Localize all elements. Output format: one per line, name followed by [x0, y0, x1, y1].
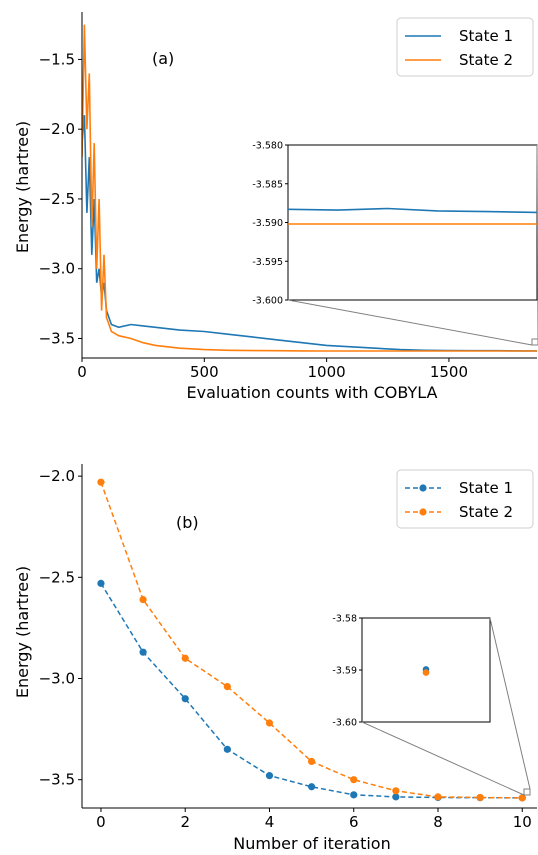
- panel-b-y-tick-label: −2.0: [39, 467, 75, 485]
- panel-a-zoom-line-bottom: [287, 299, 533, 346]
- panel-a-legend-frame: [396, 17, 534, 77]
- panel-b-zoom-line-top: [489, 617, 531, 790]
- panel-b-series-2-point: [308, 757, 316, 766]
- panel-a-inset-series-1-line: [287, 207, 538, 214]
- panel-b-series-1-point: [265, 772, 274, 780]
- panel-a-inset-y-tick-label: -3.600: [252, 296, 283, 307]
- panel-a-y-axis-title: Energy (hartree): [13, 121, 32, 253]
- panel-a-x-tick-label: 1000: [308, 363, 346, 381]
- panel-b-chart: (b) Energy (hartree) Number of iteration…: [13, 464, 537, 853]
- panel-b-series-1-point: [181, 695, 189, 703]
- panel-a-y-tick-label: −1.5: [39, 50, 75, 68]
- panel-a-inset: -3.580 -3.585 -3.590 -3.595 -3.600: [252, 141, 538, 307]
- panel-b-label: (b): [176, 513, 199, 532]
- panel-b-zoom-line-bottom: [361, 721, 525, 796]
- panel-b-inset-y-tick-label: -3.60: [332, 718, 357, 729]
- panel-a-inset-y-tick-label: -3.585: [252, 179, 283, 190]
- panel-a-x-tick-label: 0: [77, 363, 87, 381]
- panel-b-legend: State 1 State 2: [396, 469, 534, 529]
- panel-b-series-1-point: [350, 791, 358, 799]
- panel-b-series-2-point: [392, 787, 400, 795]
- panel-b-legend-marker-1: [419, 484, 427, 492]
- panel-a-inset-y-tick-label: -3.580: [252, 141, 283, 152]
- panel-a-x-tick-label: 1500: [430, 363, 468, 381]
- panel-b-x-axis-title: Number of iteration: [233, 834, 390, 853]
- panel-a-series-1-line: [82, 115, 537, 352]
- panel-a-inset-frame: [287, 144, 538, 301]
- panel-b-series-1-point: [223, 745, 231, 753]
- panel-b-inset-series-2-point: [422, 669, 430, 676]
- panel-b-legend-label-2: State 2: [459, 503, 513, 521]
- panel-a-y-tick-label: −3.5: [39, 329, 75, 347]
- panel-b-series-1-point: [139, 648, 147, 656]
- panel-a-legend-label-1: State 1: [459, 27, 513, 45]
- panel-a-x-tick-label: 500: [190, 363, 219, 381]
- panel-b-x-tick-label: 10: [513, 813, 532, 831]
- panel-b-inset-y-tick-label: -3.59: [332, 666, 357, 677]
- panel-b-series-2-point: [265, 719, 274, 727]
- panel-b-legend-label-1: State 1: [459, 479, 513, 497]
- panel-b-series-1-point: [308, 783, 316, 791]
- panel-a-y-tick-label: −2.0: [39, 120, 75, 138]
- panel-b-zoom-box: [523, 788, 531, 796]
- panel-b-x-tick-label: 0: [96, 813, 106, 831]
- panel-b-series-2-point: [139, 595, 147, 604]
- panel-b-series-2-point: [223, 682, 231, 691]
- panel-b-series-2-point: [350, 776, 358, 784]
- panel-b-x-tick-label: 6: [349, 813, 359, 831]
- panel-b-x-tick-label: 8: [433, 813, 443, 831]
- panel-b-series-2-point: [97, 478, 105, 486]
- panel-a-x-axis-title: Evaluation counts with COBYLA: [187, 383, 438, 402]
- panel-b-legend-marker-2: [419, 508, 427, 516]
- panel-b-series-2-point: [476, 793, 484, 802]
- panel-b-series-2-point: [434, 793, 442, 801]
- panel-b-inset-y-tick-label: -3.58: [332, 614, 357, 625]
- panel-b-series-2-point: [181, 654, 189, 662]
- panel-b-legend-frame: [396, 469, 534, 529]
- panel-a-chart: (a) Energy (hartree) Evaluation counts w…: [13, 12, 538, 402]
- panel-b-y-tick-label: −2.5: [39, 568, 75, 586]
- panel-a-legend-label-2: State 2: [459, 51, 513, 69]
- panel-a-y-tick-label: −3.0: [39, 260, 75, 278]
- panel-a-inset-y-tick-label: -3.595: [252, 257, 283, 268]
- panel-a-label: (a): [152, 49, 174, 68]
- panel-a-legend: State 1 State 2: [396, 17, 534, 77]
- panel-b-x-tick-label: 2: [180, 813, 190, 831]
- panel-b-inset: -3.58 -3.59 -3.60: [332, 614, 491, 729]
- panel-b-y-tick-label: −3.0: [39, 669, 75, 687]
- panel-a-inset-y-tick-label: -3.590: [252, 218, 283, 229]
- panel-b-x-tick-label: 4: [265, 813, 275, 831]
- panel-a-zoom-box: [531, 338, 538, 346]
- panel-b-series-1-point: [392, 793, 400, 801]
- panel-b-series-2-point: [518, 794, 526, 802]
- panel-b-y-axis-title: Energy (hartree): [13, 566, 32, 698]
- panel-b-y-tick-label: −3.5: [39, 771, 75, 789]
- panel-a-series-2-line: [82, 24, 537, 352]
- panel-b-series-1-point: [97, 579, 105, 587]
- panel-a-y-tick-label: −2.5: [39, 190, 75, 208]
